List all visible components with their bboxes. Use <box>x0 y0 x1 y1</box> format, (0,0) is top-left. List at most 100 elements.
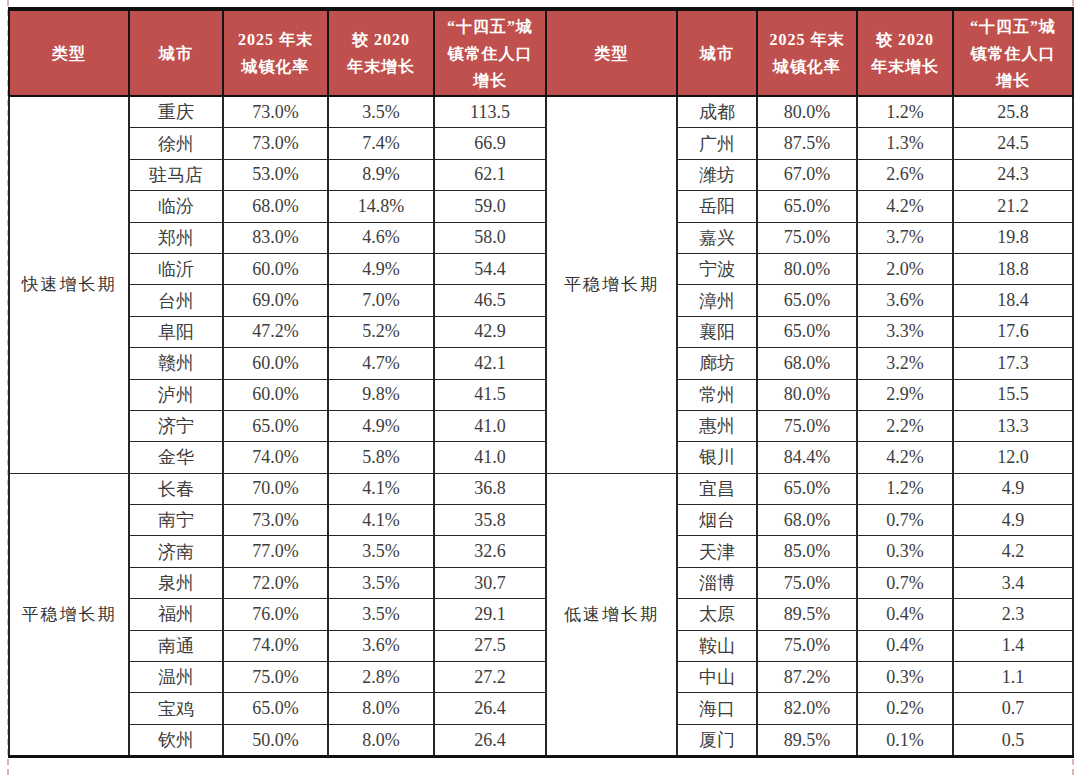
growth-since-2020-cell: 0.7% <box>857 505 953 536</box>
population-growth-cell: 17.3 <box>953 348 1073 379</box>
city-cell: 临汾 <box>129 191 223 222</box>
growth-since-2020-cell: 7.0% <box>328 285 434 316</box>
city-cell: 福州 <box>129 599 223 630</box>
city-cell: 惠州 <box>677 410 757 441</box>
city-cell: 广州 <box>677 128 757 159</box>
urbanization-rate-2025-cell: 75.0% <box>757 630 857 661</box>
population-growth-cell: 18.8 <box>953 253 1073 284</box>
population-growth-cell: 59.0 <box>434 191 546 222</box>
table-row: 宝鸡65.0%8.0%26.4海口82.0%0.2%0.7 <box>9 693 1073 724</box>
growth-period-type-cell: 低速增长期 <box>546 473 677 757</box>
city-cell: 廊坊 <box>677 348 757 379</box>
urbanization-rate-2025-cell: 65.0% <box>757 191 857 222</box>
population-growth-cell: 41.0 <box>434 442 546 473</box>
urbanization-rate-2025-cell: 60.0% <box>223 379 328 410</box>
city-cell: 南通 <box>129 630 223 661</box>
table-row: 济南77.0%3.5%32.6天津85.0%0.3%4.2 <box>9 536 1073 567</box>
city-cell: 烟台 <box>677 505 757 536</box>
population-growth-cell: 42.1 <box>434 348 546 379</box>
population-growth-cell: 113.5 <box>434 96 546 128</box>
table-row: 泉州72.0%3.5%30.7淄博75.0%0.7%3.4 <box>9 567 1073 598</box>
urbanization-table: 类型 城市 2025 年末 城镇化率 较 2020 年末增长 “十四五”城 镇常… <box>8 7 1074 758</box>
population-growth-cell: 24.5 <box>953 128 1073 159</box>
growth-since-2020-cell: 3.5% <box>328 599 434 630</box>
growth-period-type-cell: 平稳增长期 <box>9 473 129 757</box>
city-cell: 徐州 <box>129 128 223 159</box>
growth-since-2020-cell: 3.7% <box>857 222 953 253</box>
growth-since-2020-cell: 0.4% <box>857 630 953 661</box>
table-row: 徐州73.0%7.4%66.9广州87.5%1.3%24.5 <box>9 128 1073 159</box>
urbanization-rate-2025-cell: 85.0% <box>757 536 857 567</box>
city-cell: 钦州 <box>129 724 223 756</box>
urbanization-rate-2025-cell: 73.0% <box>223 96 328 128</box>
table-row: 平稳增长期长春70.0%4.1%36.8低速增长期宜昌65.0%1.2%4.9 <box>9 473 1073 504</box>
urbanization-rate-2025-cell: 87.5% <box>757 128 857 159</box>
city-cell: 淄博 <box>677 567 757 598</box>
population-growth-cell: 3.4 <box>953 567 1073 598</box>
growth-since-2020-cell: 3.6% <box>857 285 953 316</box>
city-cell: 驻马店 <box>129 159 223 190</box>
urbanization-rate-2025-cell: 74.0% <box>223 442 328 473</box>
growth-since-2020-cell: 0.4% <box>857 599 953 630</box>
city-cell: 天津 <box>677 536 757 567</box>
urbanization-rate-2025-cell: 69.0% <box>223 285 328 316</box>
urbanization-rate-2025-cell: 65.0% <box>223 410 328 441</box>
population-growth-cell: 0.7 <box>953 693 1073 724</box>
population-growth-cell: 13.3 <box>953 410 1073 441</box>
growth-since-2020-cell: 0.3% <box>857 662 953 693</box>
city-cell: 台州 <box>129 285 223 316</box>
header-urbanization-rate-right: 2025 年末 城镇化率 <box>757 9 857 96</box>
city-cell: 重庆 <box>129 96 223 128</box>
growth-since-2020-cell: 3.3% <box>857 316 953 347</box>
population-growth-cell: 4.2 <box>953 536 1073 567</box>
urbanization-rate-2025-cell: 80.0% <box>757 379 857 410</box>
urbanization-rate-2025-cell: 74.0% <box>223 630 328 661</box>
urbanization-rate-2025-cell: 47.2% <box>223 316 328 347</box>
population-growth-cell: 26.4 <box>434 693 546 724</box>
urbanization-rate-2025-cell: 68.0% <box>757 348 857 379</box>
population-growth-cell: 46.5 <box>434 285 546 316</box>
urbanization-rate-2025-cell: 87.2% <box>757 662 857 693</box>
table-row: 南通74.0%3.6%27.5鞍山75.0%0.4%1.4 <box>9 630 1073 661</box>
population-growth-cell: 15.5 <box>953 379 1073 410</box>
header-city-right: 城市 <box>677 9 757 96</box>
growth-since-2020-cell: 2.8% <box>328 662 434 693</box>
table-row: 金华74.0%5.8%41.0银川84.4%4.2%12.0 <box>9 442 1073 473</box>
city-cell: 漳州 <box>677 285 757 316</box>
city-cell: 太原 <box>677 599 757 630</box>
growth-period-type-cell: 快速增长期 <box>9 96 129 473</box>
population-growth-cell: 19.8 <box>953 222 1073 253</box>
table-row: 郑州83.0%4.6%58.0嘉兴75.0%3.7%19.8 <box>9 222 1073 253</box>
table-row: 驻马店53.0%8.9%62.1潍坊67.0%2.6%24.3 <box>9 159 1073 190</box>
growth-since-2020-cell: 1.2% <box>857 473 953 504</box>
city-cell: 襄阳 <box>677 316 757 347</box>
urbanization-rate-2025-cell: 53.0% <box>223 159 328 190</box>
population-growth-cell: 2.3 <box>953 599 1073 630</box>
urbanization-rate-2025-cell: 65.0% <box>757 285 857 316</box>
growth-since-2020-cell: 4.2% <box>857 191 953 222</box>
growth-since-2020-cell: 0.2% <box>857 693 953 724</box>
growth-since-2020-cell: 3.2% <box>857 348 953 379</box>
growth-since-2020-cell: 4.2% <box>857 442 953 473</box>
population-growth-cell: 4.9 <box>953 505 1073 536</box>
urbanization-rate-2025-cell: 82.0% <box>757 693 857 724</box>
growth-since-2020-cell: 3.5% <box>328 96 434 128</box>
population-growth-cell: 4.9 <box>953 473 1073 504</box>
growth-since-2020-cell: 0.7% <box>857 567 953 598</box>
population-growth-cell: 27.2 <box>434 662 546 693</box>
growth-since-2020-cell: 7.4% <box>328 128 434 159</box>
city-cell: 宜昌 <box>677 473 757 504</box>
table-row: 泸州60.0%9.8%41.5常州80.0%2.9%15.5 <box>9 379 1073 410</box>
growth-since-2020-cell: 5.2% <box>328 316 434 347</box>
growth-since-2020-cell: 4.9% <box>328 253 434 284</box>
growth-since-2020-cell: 2.0% <box>857 253 953 284</box>
city-cell: 阜阳 <box>129 316 223 347</box>
urbanization-rate-2025-cell: 60.0% <box>223 348 328 379</box>
page: 类型 城市 2025 年末 城镇化率 较 2020 年末增长 “十四五”城 镇常… <box>0 0 1080 775</box>
header-growth-since-2020-left: 较 2020 年末增长 <box>328 9 434 96</box>
urbanization-rate-2025-cell: 65.0% <box>223 693 328 724</box>
urbanization-rate-2025-cell: 65.0% <box>757 473 857 504</box>
urbanization-rate-2025-cell: 60.0% <box>223 253 328 284</box>
table-row: 快速增长期重庆73.0%3.5%113.5平稳增长期成都80.0%1.2%25.… <box>9 96 1073 128</box>
population-growth-cell: 21.2 <box>953 191 1073 222</box>
